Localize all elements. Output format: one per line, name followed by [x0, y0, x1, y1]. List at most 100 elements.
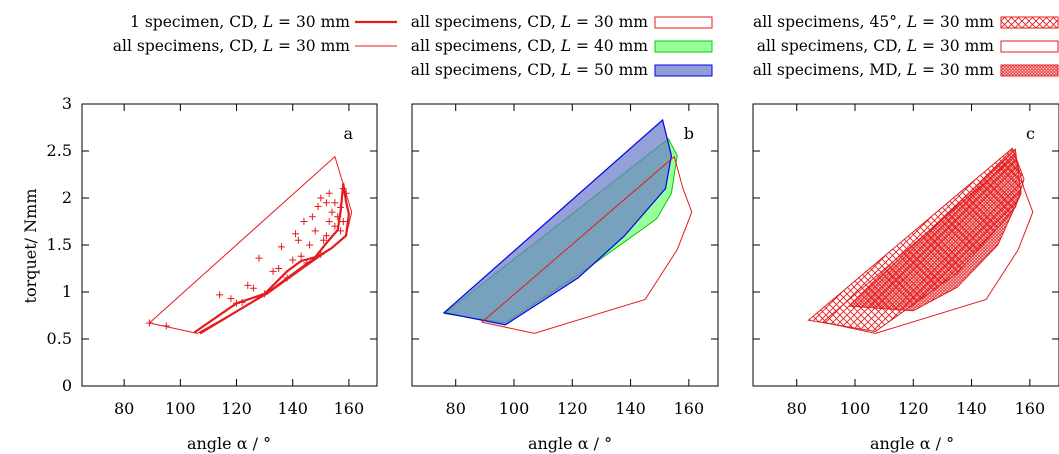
marker-point	[308, 213, 316, 221]
marker-point	[244, 281, 252, 289]
panel-a: 1 specimen, CD, L = 30 mm all specimens,…	[21, 13, 397, 453]
legend-c-entry-3: all specimens, MD, L = 30 mm	[753, 61, 995, 79]
series-b-2-outline-30mm	[481, 155, 693, 334]
marker-point	[249, 284, 257, 292]
panel-label-b: b	[684, 124, 694, 143]
series-c-2-outline-30mm	[822, 155, 1034, 334]
marker-point	[306, 241, 314, 249]
marker-point	[283, 274, 291, 282]
legend-b-swatch-green	[654, 40, 713, 53]
x-tick-label: 160	[1015, 399, 1046, 418]
x-tick-label: 160	[334, 399, 365, 418]
marker-point	[289, 256, 297, 264]
x-axis-label-b: angle α / °	[528, 434, 612, 453]
x-tick-label: 100	[840, 399, 871, 418]
series-a-0-hull	[149, 155, 353, 334]
legend-a-entry-1: 1 specimen, CD, L = 30 mm	[130, 13, 350, 31]
y-tick-label: 0.5	[47, 329, 72, 348]
y-tick-label: 2.5	[47, 141, 72, 160]
x-tick-label: 140	[277, 399, 308, 418]
marker-point	[317, 194, 325, 202]
marker-point	[261, 290, 269, 298]
x-tick-label: 120	[557, 399, 588, 418]
legend-c-entry-2: all specimens, CD, L = 30 mm	[757, 37, 995, 55]
x-tick-label: 120	[221, 399, 252, 418]
x-tick-label: 140	[956, 399, 987, 418]
marker-point	[314, 202, 322, 210]
marker-point	[145, 319, 153, 327]
marker-point	[297, 252, 305, 260]
marker-point	[238, 298, 246, 306]
x-tick-label: 80	[446, 399, 466, 418]
marker-point	[336, 203, 344, 211]
plot-c-area: 80 100 120 140 160 c	[752, 103, 1059, 418]
series-c-1-region-md	[848, 148, 1022, 312]
plot-b-area: 80 100 120 140 160 b	[411, 103, 719, 418]
marker-point	[227, 295, 235, 303]
plot-frame-a	[81, 103, 378, 387]
marker-point	[311, 227, 319, 235]
y-tick-label: 3	[62, 94, 72, 113]
series-b-1-region-50mm	[442, 118, 673, 326]
series-a-1-curve	[193, 182, 350, 335]
legend-c-swatch-dense	[1000, 64, 1059, 77]
legend-b-entry-1: all specimens, CD, L = 30 mm	[411, 13, 649, 31]
x-tick-label: 80	[114, 399, 134, 418]
plot-a-area: 80 100 120 140 160 0 0.5 1 1.5 2 2.5 3 a	[47, 94, 378, 418]
x-axis-label-a: angle α / °	[187, 434, 271, 453]
y-tick-label: 1	[62, 282, 72, 301]
x-tick-label: 140	[615, 399, 646, 418]
legend-c-swatch-red	[1000, 40, 1059, 53]
marker-point	[331, 199, 339, 207]
marker-point	[339, 185, 347, 193]
marker-point	[303, 259, 311, 267]
panel-label-a: a	[343, 124, 353, 143]
marker-point	[342, 189, 350, 197]
x-tick-label: 80	[787, 399, 807, 418]
marker-point	[292, 230, 300, 238]
marker-point	[269, 267, 277, 275]
y-tick-label: 1.5	[47, 235, 72, 254]
marker-point	[322, 232, 330, 240]
x-tick-label: 100	[499, 399, 530, 418]
marker-point	[216, 291, 224, 299]
legend-a-entry-2: all specimens, CD, L = 30 mm	[113, 37, 351, 55]
legend-b-swatch-red	[654, 16, 713, 29]
x-tick-label: 160	[674, 399, 705, 418]
legend-b-entry-2: all specimens, CD, L = 40 mm	[411, 37, 649, 55]
marker-point	[300, 218, 308, 225]
marker-point	[322, 199, 330, 207]
marker-point	[336, 227, 344, 235]
legend-c-swatch-hatch	[1000, 16, 1059, 29]
marker-point	[331, 222, 339, 230]
x-tick-label: 100	[165, 399, 196, 418]
x-axis-label-c: angle α / °	[870, 434, 954, 453]
panel-label-c: c	[1026, 124, 1035, 143]
marker-point	[294, 236, 302, 244]
y-tick-label: 2	[62, 188, 72, 207]
marker-point	[325, 218, 333, 225]
y-axis-label: torquet/ Nmm	[21, 189, 40, 304]
y-tick-label: 0	[62, 376, 72, 395]
marker-point	[255, 254, 263, 262]
marker-point	[320, 236, 328, 244]
marker-point	[317, 250, 325, 258]
panel-a-legend: 1 specimen, CD, L = 30 mm all specimens,…	[113, 13, 397, 55]
legend-b-entry-3: all specimens, CD, L = 50 mm	[411, 61, 649, 79]
panel-b-legend: all specimens, CD, L = 30 mm all specime…	[411, 13, 713, 79]
marker-point	[325, 189, 333, 197]
panel-c: all specimens, 45°, L = 30 mm all specim…	[752, 13, 1059, 453]
marker-point	[162, 322, 170, 330]
marker-point	[233, 299, 241, 307]
marker-point	[275, 265, 283, 272]
legend-b-swatch-blue	[654, 64, 713, 77]
legend-c-entry-1: all specimens, 45°, L = 30 mm	[753, 13, 994, 31]
panel-c-legend: all specimens, 45°, L = 30 mm all specim…	[753, 13, 1059, 79]
panel-b: all specimens, CD, L = 30 mm all specime…	[411, 13, 719, 453]
x-tick-label: 120	[898, 399, 929, 418]
marker-point	[334, 213, 342, 221]
marker-point	[339, 218, 347, 225]
marker-point	[328, 208, 336, 216]
marker-point	[277, 243, 285, 251]
